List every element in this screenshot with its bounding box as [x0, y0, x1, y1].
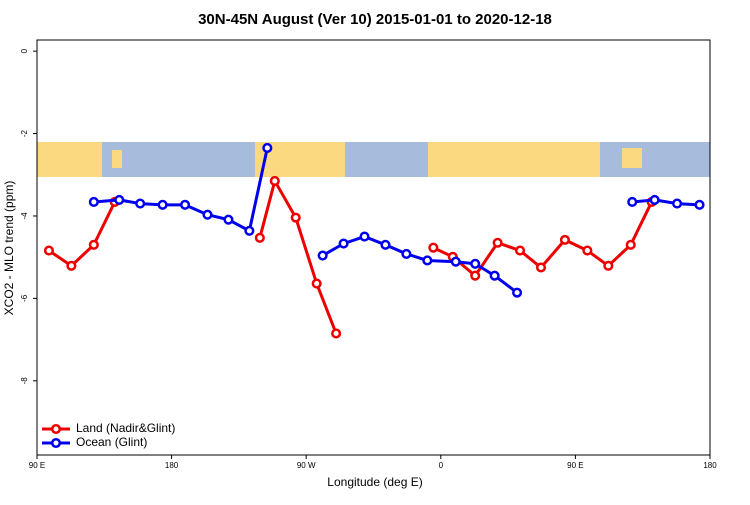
data-point [331, 328, 342, 339]
data-point [262, 142, 273, 154]
y-tick-label: -8 [20, 377, 29, 385]
data-point [559, 234, 570, 245]
y-tick-label: -6 [20, 294, 29, 302]
series-line [321, 234, 518, 294]
series-line [48, 201, 117, 268]
data-point [401, 248, 412, 259]
y-tick-label: -4 [20, 212, 29, 220]
x-tick-label: 90 E [29, 461, 45, 470]
data-point [422, 255, 433, 266]
data-point [114, 194, 125, 205]
data-point [88, 196, 99, 208]
y-tick-label: -2 [20, 129, 29, 137]
data-point [254, 232, 265, 243]
data-point [157, 199, 168, 210]
y-axis-label: XCO2 - MLO trend (ppm) [2, 181, 16, 316]
data-point [489, 270, 500, 281]
data-point [43, 245, 55, 256]
data-point [359, 231, 370, 242]
data-point [180, 199, 191, 210]
legend-marker [50, 423, 62, 435]
x-tick-label: 180 [703, 461, 717, 470]
data-point [694, 199, 705, 210]
data-point [88, 239, 99, 250]
data-point [290, 212, 301, 223]
x-tick-label: 180 [165, 461, 179, 470]
data-point [535, 262, 547, 273]
data-point [470, 258, 481, 269]
data-point [512, 287, 523, 298]
data-point [627, 196, 638, 208]
x-axis-label: Longitude (deg E) [327, 475, 422, 489]
x-tick-label: 90 E [567, 461, 583, 470]
data-point [515, 245, 526, 256]
data-point [66, 260, 77, 271]
x-tick-label: 0 [439, 461, 444, 470]
data-point [450, 256, 461, 267]
data-point [492, 237, 503, 248]
data-point [380, 239, 391, 250]
data-point [470, 270, 481, 281]
data-point [244, 225, 255, 236]
map-band [37, 142, 710, 177]
data-point [311, 278, 322, 289]
legend-label: Ocean (Glint) [76, 435, 147, 449]
data-point [223, 214, 234, 225]
data-point [625, 239, 636, 250]
data-point [338, 238, 349, 249]
data-point [202, 209, 213, 220]
x-tick-label: 90 W [297, 461, 316, 470]
legend-label: Land (Nadir&Glint) [76, 421, 175, 435]
data-point [269, 175, 280, 186]
chart-title: 30N-45N August (Ver 10) 2015-01-01 to 20… [198, 11, 552, 28]
series-line [632, 198, 700, 207]
data-point [603, 260, 614, 271]
data-point [672, 198, 683, 209]
data-point [582, 245, 593, 256]
data-point [428, 242, 439, 253]
data-point [649, 194, 660, 205]
y-tick-label: 0 [20, 48, 29, 53]
legend-marker [50, 437, 62, 449]
plot-frame [36, 39, 711, 456]
data-point [317, 250, 328, 261]
data-point [135, 198, 146, 209]
